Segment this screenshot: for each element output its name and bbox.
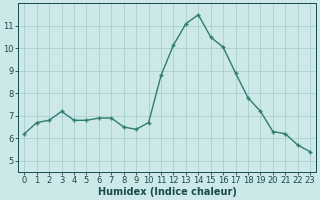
X-axis label: Humidex (Indice chaleur): Humidex (Indice chaleur) <box>98 187 237 197</box>
